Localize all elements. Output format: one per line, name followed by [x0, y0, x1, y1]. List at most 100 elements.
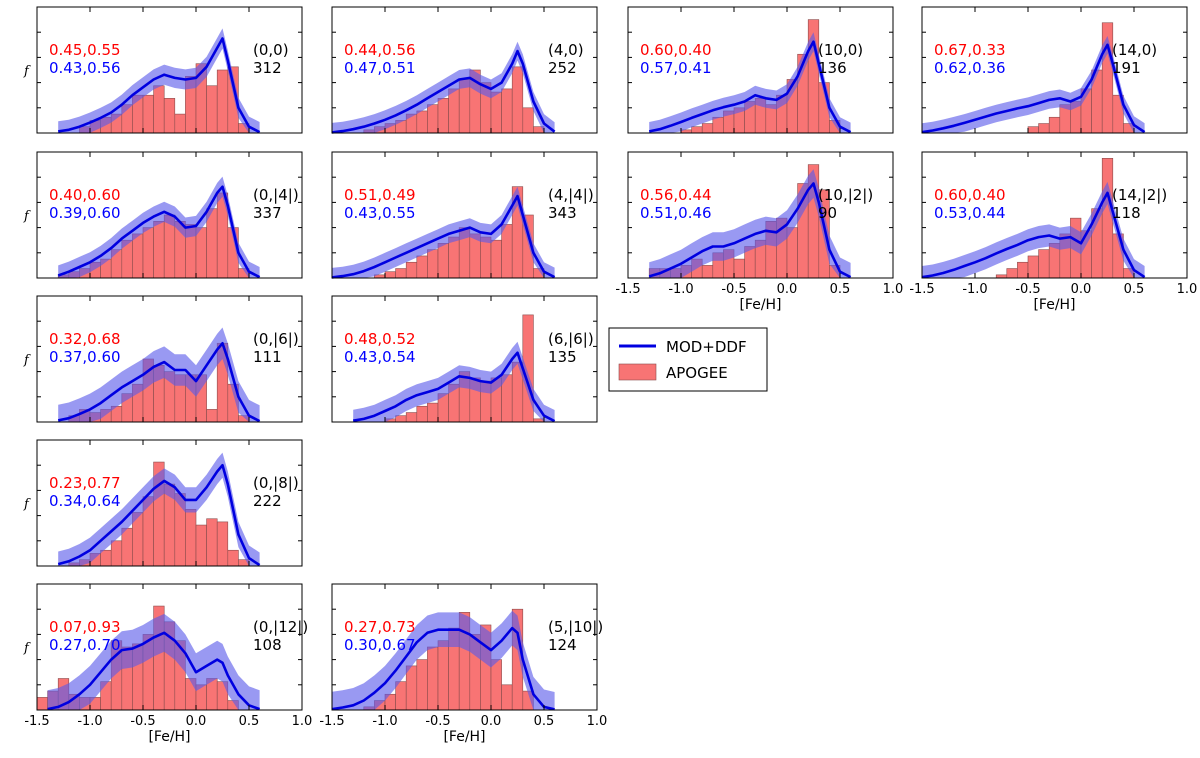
apogee-bar	[448, 88, 460, 134]
apogee-bar	[427, 104, 439, 134]
y-axis-label: f	[23, 64, 31, 79]
x-axis-label: [Fe/H]	[739, 297, 781, 313]
axes-frame	[331, 151, 598, 279]
model-band	[58, 452, 260, 566]
axes-frame	[921, 6, 1188, 134]
model-fraction: 0.43,0.55	[344, 204, 416, 222]
apogee-bar	[1038, 249, 1050, 279]
apogee-bar	[185, 508, 197, 567]
x-tick-label: -0.5	[425, 714, 450, 729]
panel-(0,|12|): -1.5 -1.0 -0.5 0.0 0.5 1.0 [Fe/H] f 0.07,0.930.2…	[23, 583, 313, 745]
field-label: (14,0)	[1112, 41, 1157, 59]
star-count: 191	[1112, 59, 1141, 77]
x-tick-label: 0.0	[1071, 282, 1092, 297]
apogee-fraction: 0.51,0.49	[344, 186, 416, 204]
panel-(4,|4|): 0.51,0.490.43,0.55 (4,|4|)343	[331, 151, 598, 279]
x-tick-label: 0.5	[1124, 282, 1145, 297]
model-band	[58, 176, 260, 278]
apogee-bar	[110, 540, 123, 567]
field-label: (0,|6|)	[253, 330, 299, 348]
model-line	[47, 631, 261, 711]
model-line	[648, 40, 852, 134]
model-line	[331, 194, 556, 279]
y-axis-label: f	[23, 497, 31, 512]
panel-(14,0): 0.67,0.330.62,0.36 (14,0)191	[921, 6, 1188, 134]
field-label: (0,0)	[253, 41, 289, 59]
apogee-bar	[416, 110, 428, 134]
panel-(5,|10|): -1.5 -1.0 -0.5 0.0 0.5 1.0 [Fe/H] 0.27,0.730.30…	[319, 583, 607, 745]
panel-(0,|6|): f 0.32,0.680.37,0.60 (0,|6|)111	[23, 295, 303, 423]
apogee-bar	[1038, 123, 1050, 134]
apogee-bar	[163, 98, 176, 134]
apogee-bar	[216, 521, 229, 567]
model-line	[352, 351, 556, 423]
x-axis-label: [Fe/H]	[1033, 297, 1075, 313]
apogee-fraction: 0.44,0.56	[344, 41, 416, 59]
x-tick-label: 1.0	[292, 714, 313, 729]
apogee-bar	[1048, 116, 1061, 134]
apogee-bar	[206, 208, 218, 279]
apogee-bar	[437, 98, 449, 134]
star-count: 312	[253, 59, 282, 77]
x-tick-label: 0.0	[777, 282, 798, 297]
panel-grid: f 0.45,0.550.43,0.56 (0,0)312 0.44,0.560.47…	[23, 6, 1197, 745]
model-fraction: 0.53,0.44	[934, 204, 1006, 222]
x-tick-label: -1.0	[372, 714, 397, 729]
apogee-fraction: 0.48,0.52	[344, 330, 416, 348]
apogee-bar	[395, 268, 407, 279]
panel-(4,0): 0.44,0.560.47,0.51 (4,0)252	[331, 6, 598, 134]
apogee-bar	[1017, 261, 1029, 279]
apogee-fraction: 0.60,0.40	[934, 186, 1006, 204]
star-count: 136	[818, 59, 847, 77]
model-band	[922, 36, 1145, 133]
model-fraction: 0.47,0.51	[344, 59, 416, 77]
x-tick-label: -1.5	[615, 282, 640, 297]
model-fraction: 0.62,0.36	[934, 59, 1006, 77]
model-line	[57, 341, 261, 423]
apogee-bar	[691, 126, 703, 134]
apogee-bar	[501, 224, 513, 279]
axes-frame	[36, 583, 303, 711]
x-axis-label: [Fe/H]	[148, 729, 190, 745]
star-count: 90	[818, 204, 837, 222]
apogee-bar	[395, 681, 407, 711]
x-tick-label: -0.5	[1015, 282, 1040, 297]
axes-frame	[331, 295, 598, 423]
panel-(10,0): 0.60,0.400.57,0.41 (10,0)136	[627, 6, 894, 134]
panel-(14,|2|): -1.5 -1.0 -0.5 0.0 0.5 1.0 [Fe/H] 0.60,0.400.53…	[909, 151, 1197, 313]
apogee-bar	[501, 684, 513, 711]
apogee-fraction: 0.23,0.77	[49, 474, 121, 492]
x-tick-label: 0.5	[239, 714, 260, 729]
apogee-bar	[132, 233, 144, 279]
model-line	[331, 626, 555, 711]
model-band	[649, 32, 851, 134]
apogee-bar	[100, 549, 112, 567]
apogee-bar	[490, 91, 502, 134]
field-label: (6,|6|)	[548, 330, 594, 348]
model-fraction: 0.30,0.67	[344, 636, 416, 654]
apogee-bar	[511, 66, 524, 134]
axes-frame	[331, 6, 598, 134]
apogee-bar	[733, 258, 745, 279]
axes-frame	[36, 295, 303, 423]
model-band	[922, 181, 1145, 278]
x-tick-label: 0.5	[534, 714, 555, 729]
axes-frame	[627, 151, 894, 279]
apogee-fraction: 0.27,0.73	[344, 618, 416, 636]
apogee-bar	[227, 549, 239, 567]
apogee-bar	[437, 243, 449, 279]
x-tick-label: 0.0	[186, 714, 207, 729]
apogee-fraction: 0.32,0.68	[49, 330, 121, 348]
legend-frame	[608, 327, 768, 392]
apogee-bar	[195, 227, 207, 279]
model-line	[921, 43, 1146, 134]
axes-frame	[36, 6, 303, 134]
model-fraction: 0.43,0.54	[344, 348, 416, 366]
field-label: (0,|8|)	[253, 474, 299, 492]
x-tick-label: -1.5	[319, 714, 344, 729]
apogee-bar	[206, 85, 218, 134]
panel-(0,0): f 0.45,0.550.43,0.56 (0,0)312	[23, 6, 303, 134]
model-line	[57, 463, 261, 567]
x-tick-label: -1.5	[24, 714, 49, 729]
